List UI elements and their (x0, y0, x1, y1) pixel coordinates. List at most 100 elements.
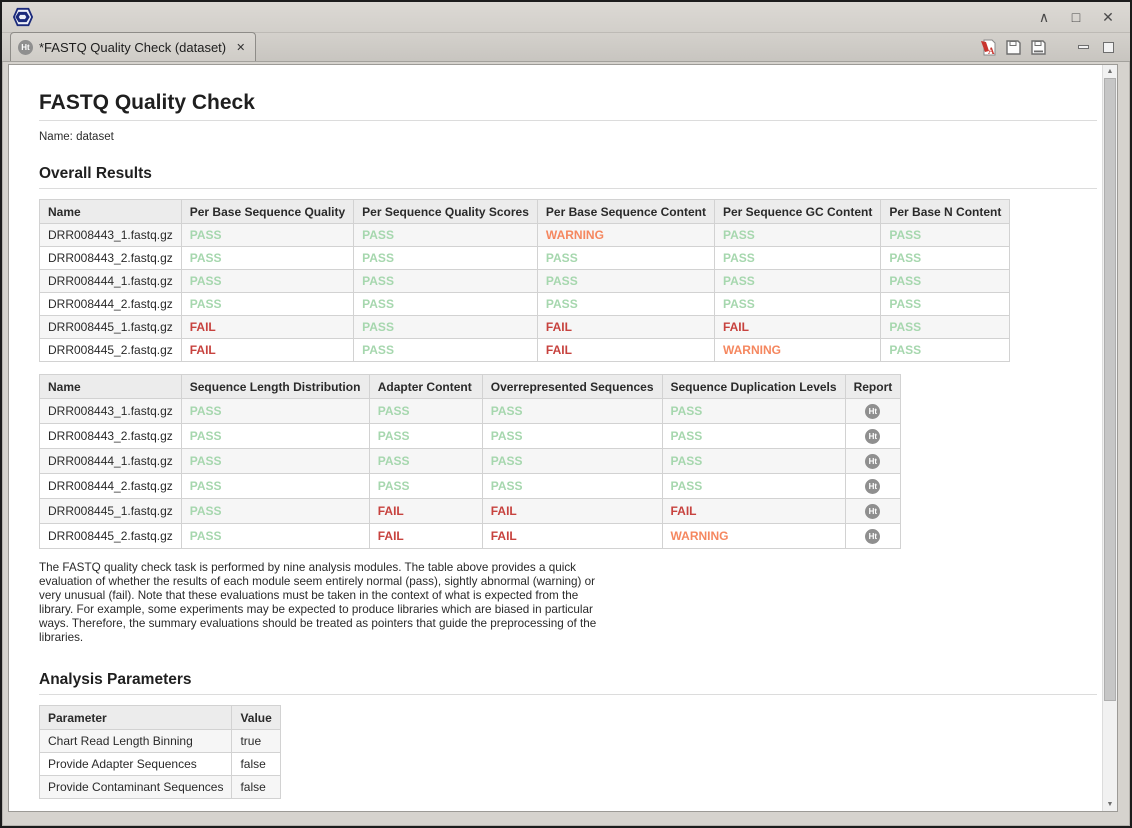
report-link-icon[interactable]: Ht (865, 429, 881, 444)
status-label: PASS (377, 429, 410, 443)
maximize-view-icon[interactable] (1099, 38, 1118, 57)
status-cell: PASS (368, 448, 483, 474)
column-header: Sequence Length Distribution (180, 374, 370, 399)
status-label: PASS (670, 454, 703, 468)
status-cell: PASS (353, 269, 538, 293)
status-label: PASS (490, 454, 523, 468)
view-toolbar: A (979, 33, 1118, 61)
report-link-icon[interactable]: Ht (865, 504, 881, 519)
report-cell: Ht (844, 423, 902, 449)
vertical-scrollbar[interactable]: ▲ ▼ (1102, 65, 1117, 811)
tab-close-icon[interactable]: ✕ (236, 41, 246, 54)
status-label: PASS (889, 251, 922, 265)
column-header: Name (39, 374, 182, 399)
file-name-cell: DRR008445_2.fastq.gz (39, 523, 182, 549)
status-cell: PASS (180, 498, 370, 524)
status-label: FAIL (490, 529, 517, 543)
status-cell: PASS (368, 398, 483, 424)
report-cell: Ht (844, 498, 902, 524)
status-label: PASS (490, 429, 523, 443)
status-label: PASS (189, 504, 222, 518)
report-cell: Ht (844, 523, 902, 549)
report-link-icon[interactable]: Ht (865, 529, 881, 544)
status-cell: PASS (661, 448, 846, 474)
status-cell: PASS (180, 423, 370, 449)
column-header: Adapter Content (368, 374, 483, 399)
file-name-cell: DRR008444_1.fastq.gz (39, 269, 182, 293)
status-cell: FAIL (536, 315, 715, 339)
table-row: DRR008445_2.fastq.gz FAIL PASS FAIL WARNING P… (39, 338, 1011, 362)
status-cell: PASS (481, 473, 663, 499)
report-cell: Ht (844, 448, 902, 474)
save-as-icon[interactable] (1029, 38, 1048, 57)
status-label: PASS (189, 404, 222, 418)
table-row: DRR008443_1.fastq.gz PASS PASS WARNING PASS P… (39, 223, 1011, 247)
dataset-name-label: Name: dataset (39, 131, 114, 143)
status-label: FAIL (490, 504, 517, 518)
status-cell: FAIL (481, 523, 663, 549)
status-cell: PASS (353, 292, 538, 316)
scrollbar-down-icon[interactable]: ▼ (1106, 801, 1114, 808)
window-close-button[interactable]: ✕ (1102, 9, 1114, 25)
status-cell: false (231, 775, 281, 799)
scrollbar-thumb[interactable] (1104, 78, 1116, 701)
status-cell: false (231, 752, 281, 776)
report-link-icon[interactable]: Ht (865, 404, 881, 419)
scrollbar-up-icon[interactable]: ▲ (1106, 68, 1114, 75)
status-label: FAIL (545, 320, 572, 334)
status-label: PASS (889, 343, 922, 357)
status-cell: FAIL (536, 338, 715, 362)
export-pdf-icon[interactable]: A (979, 38, 998, 57)
status-label: FAIL (377, 529, 404, 543)
status-label: WARNING (670, 529, 729, 543)
table-row: DRR008444_2.fastq.gz PASS PASS PASS PASS Ht (39, 473, 902, 499)
minimize-view-icon[interactable] (1074, 38, 1093, 57)
status-label: FAIL (722, 320, 749, 334)
status-cell: PASS (536, 292, 715, 316)
report-link-icon[interactable]: Ht (865, 454, 881, 469)
report-page: FASTQ Quality Check Name: dataset Overal… (9, 65, 1117, 799)
status-label: PASS (670, 479, 703, 493)
status-cell: PASS (180, 292, 355, 316)
status-cell: PASS (880, 338, 1011, 362)
status-label: PASS (670, 429, 703, 443)
status-label: PASS (362, 343, 394, 357)
status-cell: PASS (880, 246, 1011, 270)
status-label: PASS (889, 320, 922, 334)
column-header: Sequence Duplication Levels (661, 374, 846, 399)
status-label: FAIL (545, 343, 572, 357)
status-cell: PASS (481, 423, 663, 449)
status-cell: FAIL (713, 315, 882, 339)
description-paragraph: The FASTQ quality check task is performe… (39, 561, 597, 644)
status-cell: FAIL (368, 498, 483, 524)
window-minimize-button[interactable]: ∧ (1038, 9, 1050, 25)
table-row: DRR008443_2.fastq.gz PASS PASS PASS PASS Ht (39, 423, 902, 449)
table-row: Provide Adapter Sequences false (38, 752, 281, 776)
tab-fastq-quality-check[interactable]: Ht *FASTQ Quality Check (dataset) ✕ (10, 32, 257, 61)
file-name-cell: DRR008443_2.fastq.gz (39, 423, 182, 449)
report-link-icon[interactable]: Ht (865, 479, 881, 494)
status-label: PASS (722, 297, 755, 311)
status-cell: PASS (353, 338, 538, 362)
table-row: DRR008445_1.fastq.gz FAIL PASS FAIL FAIL PASS (39, 315, 1011, 339)
status-cell: FAIL (481, 498, 663, 524)
app-logo-icon (12, 7, 34, 27)
column-header: Name (39, 199, 182, 224)
file-name-cell: Provide Contaminant Sequences (38, 775, 233, 799)
file-name-cell: Provide Adapter Sequences (38, 752, 233, 776)
window-maximize-button[interactable]: □ (1071, 9, 1081, 25)
status-cell: PASS (180, 269, 355, 293)
table-row: DRR008443_1.fastq.gz PASS PASS PASS PASS Ht (39, 398, 902, 424)
save-icon[interactable] (1004, 38, 1023, 57)
page-title: FASTQ Quality Check (39, 91, 255, 114)
table-row: DRR008444_1.fastq.gz PASS PASS PASS PASS Ht (39, 448, 902, 474)
status-label: PASS (189, 297, 222, 311)
status-cell: PASS (353, 223, 538, 247)
file-name-cell: DRR008444_1.fastq.gz (39, 448, 182, 474)
status-label: PASS (362, 320, 394, 334)
column-header: Per Sequence GC Content (713, 199, 882, 224)
status-cell: PASS (481, 398, 663, 424)
file-name-cell: DRR008443_2.fastq.gz (39, 246, 182, 270)
status-cell: PASS (661, 398, 846, 424)
